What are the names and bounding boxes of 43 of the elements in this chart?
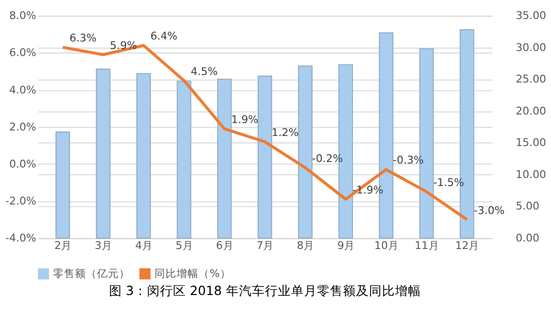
data-label: 4.5%: [190, 64, 218, 78]
y-tick-label: 2.0%: [9, 120, 36, 134]
x-tick-label: 5月: [176, 239, 194, 252]
y-tick-label: -2.0%: [5, 194, 36, 208]
bar: [96, 68, 110, 239]
x-tick-label: 6月: [216, 239, 234, 252]
legend-label: 同比增幅（%）: [154, 266, 231, 280]
bar: [217, 78, 232, 239]
x-tick-label: 3月: [94, 239, 113, 252]
text: 图 3：闵行区 2018 年汽车行业单月零售额及同比增幅: [108, 283, 421, 298]
data-label: 1.9%: [231, 112, 258, 126]
bar: [298, 65, 313, 239]
x-tick-label: 8月: [296, 239, 315, 252]
x-tick-label: 4月: [135, 239, 153, 252]
y2-tick-label: 25.00: [516, 72, 546, 86]
y2-tick-label: 20.00: [516, 104, 546, 118]
legend-label: 零售额（亿元）: [53, 266, 130, 280]
y-tick-label: -4.0%: [5, 231, 36, 244]
data-label: -3.0%: [474, 204, 505, 217]
x-tick-label: 2月: [54, 239, 72, 252]
y2-tick-label: 35.00: [516, 9, 546, 22]
data-label: 5.9%: [110, 38, 137, 52]
data-label: 1.2%: [272, 126, 299, 139]
x-tick-label: 11月: [414, 239, 440, 252]
x-tick-label: 12月: [455, 239, 480, 252]
data-label: 6.3%: [70, 31, 97, 44]
data-label: 6.4%: [150, 30, 178, 43]
y2-tick-label: 10.00: [516, 168, 546, 181]
y2-tick-label: 30.00: [516, 40, 546, 54]
bar: [55, 132, 70, 239]
y-tick-label: 0.0%: [9, 157, 36, 170]
y2-tick-label: 0.00: [516, 231, 540, 244]
x-tick-label: 7月: [256, 239, 274, 252]
y-tick-label: 6.0%: [9, 46, 36, 60]
bar: [258, 76, 272, 239]
y2-tick-label: 15.00: [516, 136, 546, 150]
y-tick-label: 8.0%: [9, 9, 36, 22]
x-tick-label: 9月: [337, 239, 356, 252]
y-tick-label: 4.0%: [9, 83, 36, 96]
bar: [136, 73, 151, 239]
y2-tick-label: 5.00: [516, 200, 540, 213]
x-tick-label: 10月: [374, 239, 399, 252]
bar: [176, 80, 192, 239]
